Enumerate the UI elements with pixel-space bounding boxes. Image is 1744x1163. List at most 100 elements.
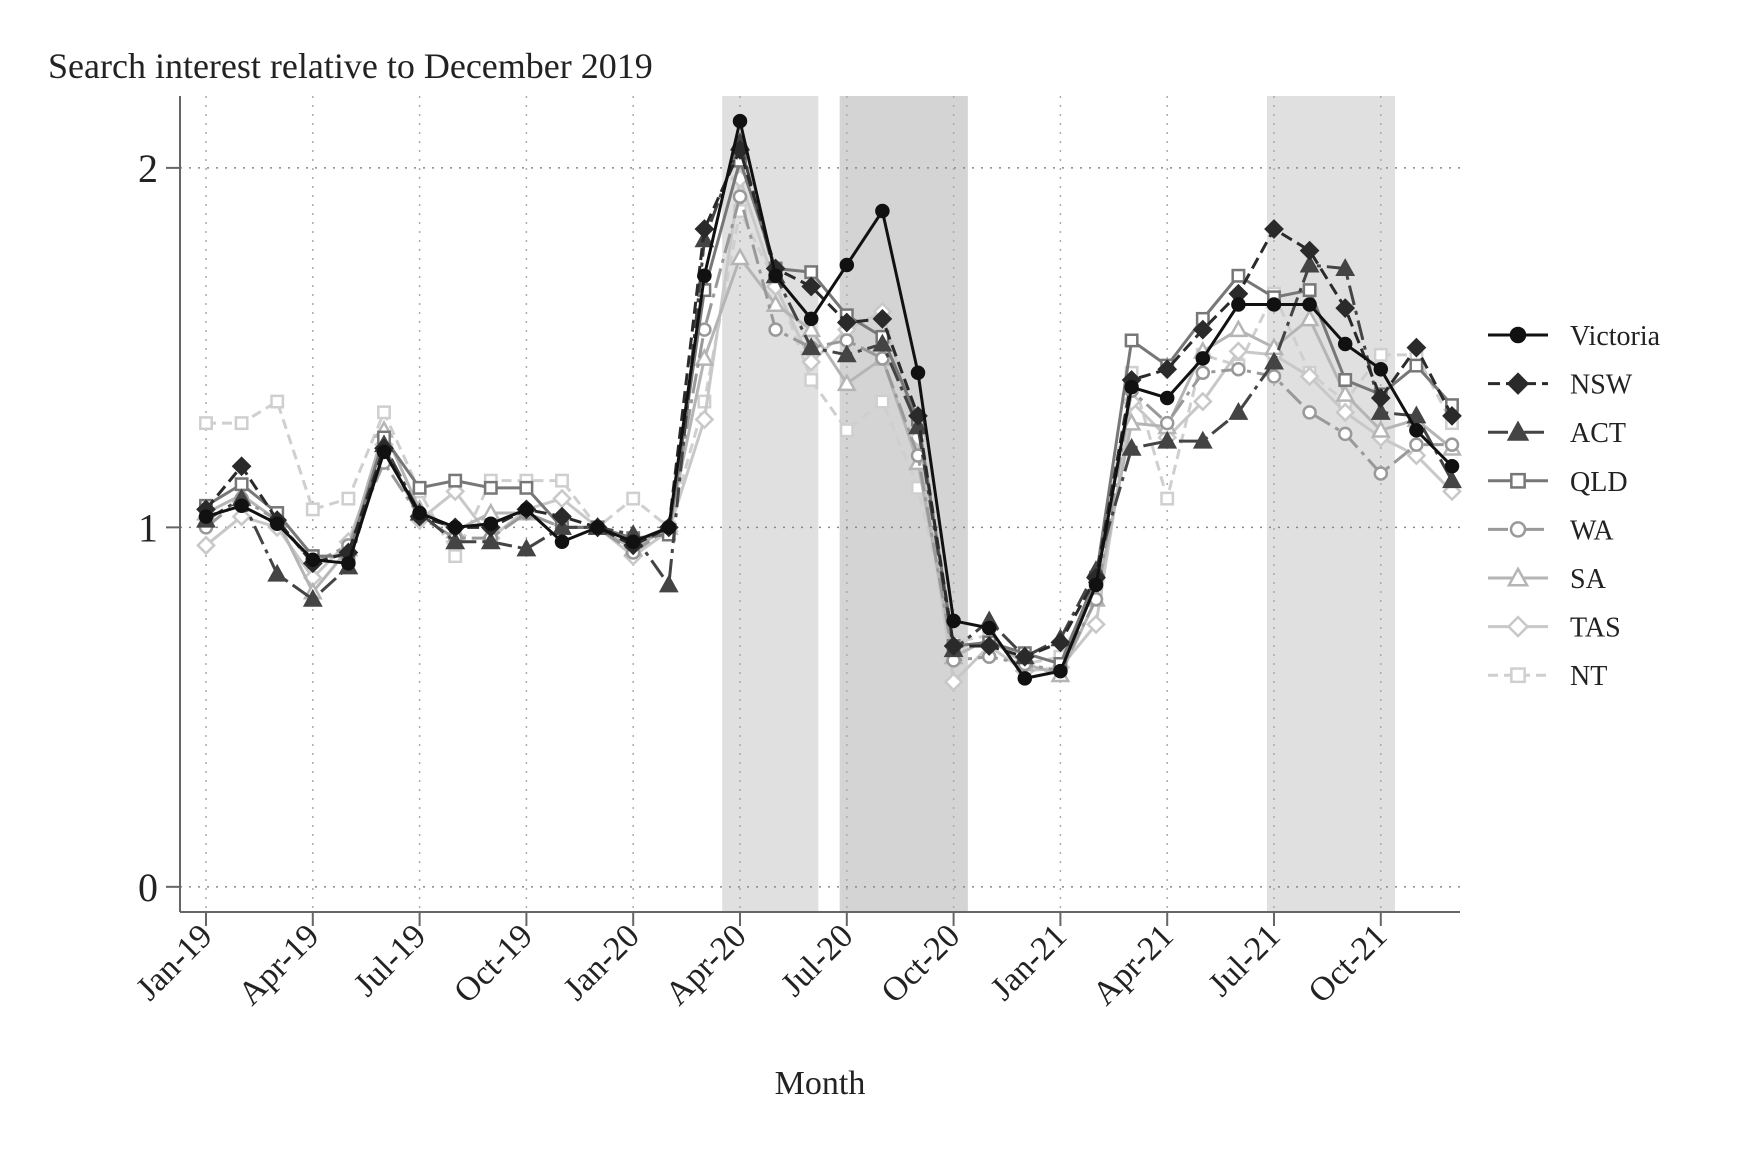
y-tick-label: 0	[138, 865, 158, 910]
data-point-act	[872, 333, 893, 352]
legend-label-wa: WA	[1570, 515, 1614, 546]
x-axis-title: Month	[775, 1065, 866, 1102]
data-point-qld	[1124, 333, 1139, 348]
data-point-victoria	[198, 509, 214, 524]
series-victoria	[198, 113, 1460, 686]
x-tick-label: Apr-20	[659, 917, 754, 1012]
gridlines	[180, 96, 1460, 912]
x-tick-label: Apr-21	[1086, 917, 1181, 1012]
legend-marker-victoria	[1509, 326, 1527, 344]
data-point-nsw	[979, 636, 1000, 656]
data-point-nsw	[1050, 632, 1071, 653]
data-point-wa	[1373, 466, 1389, 481]
data-point-act	[1335, 258, 1356, 277]
data-point-sa	[730, 247, 750, 266]
data-point-victoria	[910, 365, 926, 381]
data-point-act	[445, 531, 466, 550]
data-point-victoria	[1159, 390, 1175, 406]
shaded-period-3	[1266, 96, 1396, 912]
data-point-act	[1192, 430, 1213, 449]
legend-item-act: ACT	[1488, 418, 1626, 449]
legend-label-victoria: Victoria	[1570, 321, 1661, 352]
data-point-tas	[943, 672, 964, 692]
y-tick-label: 1	[138, 505, 158, 550]
x-tick-label: Oct-21	[1302, 917, 1395, 1010]
x-tick-label: Jan-20	[557, 917, 647, 1007]
data-point-sa	[1299, 308, 1320, 327]
data-point-wa	[1337, 426, 1353, 442]
data-point-victoria	[768, 268, 783, 283]
shaded-periods	[722, 96, 1396, 912]
x-ticks: Jan-19 Apr-19 Jul-19 Oct-19 Jan-20 Apr-20 Jul-…	[129, 912, 1394, 1013]
data-point-nt	[448, 549, 463, 564]
data-point-nsw	[1299, 240, 1320, 261]
legend-label-sa: SA	[1570, 564, 1607, 595]
legend-marker-act	[1506, 420, 1530, 441]
data-point-victoria	[269, 516, 285, 532]
data-point-qld	[804, 265, 819, 280]
data-point-victoria	[341, 556, 356, 571]
data-point-wa	[1409, 437, 1424, 452]
series-line-wa	[205, 195, 1452, 673]
data-point-nsw	[836, 312, 857, 333]
data-point-act	[836, 344, 857, 363]
data-point-tas	[1299, 366, 1320, 387]
legend-item-nsw: NSW	[1488, 370, 1633, 401]
data-point-nsw	[231, 456, 252, 477]
legend-marker-qld	[1510, 472, 1526, 489]
data-point-nsw	[1442, 406, 1462, 426]
data-point-qld	[412, 480, 427, 495]
data-point-victoria	[1444, 459, 1460, 474]
data-point-nsw	[872, 309, 893, 329]
data-point-qld	[448, 473, 463, 488]
data-point-act	[1299, 254, 1320, 273]
legend: Victoria NSW ACT QLD WA SA TAS NT	[1488, 321, 1661, 692]
chart-title: Search interest relative to December 201…	[48, 46, 653, 86]
data-point-act	[908, 416, 928, 435]
data-point-act	[302, 588, 323, 607]
data-point-nsw	[1014, 646, 1035, 667]
data-point-nsw	[1406, 337, 1427, 358]
data-point-victoria	[590, 520, 605, 535]
data-point-tas	[1228, 341, 1249, 362]
data-point-tas	[196, 535, 216, 556]
series-line-victoria	[205, 119, 1454, 680]
data-point-victoria	[376, 444, 392, 460]
legend-item-tas: TAS	[1488, 613, 1621, 644]
data-point-victoria	[1373, 361, 1389, 377]
data-point-victoria	[234, 498, 249, 514]
x-tick-label: Jan-21	[984, 917, 1074, 1007]
data-point-victoria	[483, 516, 499, 532]
data-point-victoria	[447, 520, 463, 535]
data-point-victoria	[1088, 577, 1104, 593]
data-point-victoria	[1302, 297, 1317, 312]
data-point-nsw	[1157, 359, 1178, 380]
data-point-victoria	[1124, 379, 1139, 395]
x-tick-label: Oct-20	[874, 917, 967, 1010]
data-point-victoria	[1231, 297, 1246, 312]
legend-marker-tas	[1506, 615, 1530, 638]
data-point-wa	[1266, 369, 1282, 384]
data-point-wa	[732, 189, 748, 204]
data-point-tas	[231, 506, 252, 527]
data-point-nt	[875, 394, 890, 409]
data-point-nt	[839, 423, 854, 438]
data-point-nt	[377, 405, 391, 420]
shaded-period-2	[839, 96, 968, 912]
legend-label-nt: NT	[1570, 661, 1607, 692]
legend-item-wa: WA	[1488, 515, 1614, 546]
data-point-victoria	[519, 502, 534, 517]
data-point-nt	[697, 394, 712, 409]
data-point-sa	[765, 294, 786, 312]
data-point-sa	[1370, 419, 1391, 438]
data-point-tas	[1406, 445, 1427, 466]
x-tick-label: Jan-19	[129, 917, 219, 1007]
data-point-nt	[804, 373, 819, 387]
data-point-nsw	[1370, 388, 1391, 408]
data-point-nt	[626, 491, 641, 506]
data-point-act	[1157, 430, 1178, 449]
y-ticks: 0 1 2	[138, 146, 180, 910]
legend-label-tas: TAS	[1570, 613, 1621, 644]
data-point-act	[1228, 401, 1249, 420]
legend-item-sa: SA	[1488, 564, 1607, 595]
